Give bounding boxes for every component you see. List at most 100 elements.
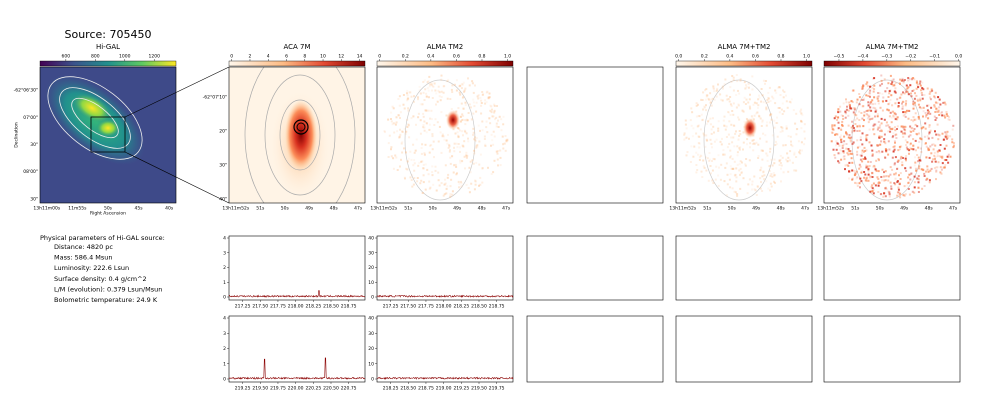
noise [923, 94, 926, 96]
noise [943, 114, 946, 117]
noise [760, 100, 763, 103]
noise [422, 126, 424, 129]
noise [454, 163, 457, 166]
noise [873, 77, 876, 80]
noise [779, 158, 782, 161]
noise [896, 191, 899, 194]
noise [748, 178, 751, 181]
colorbar-tick-label: −0.1 [929, 54, 940, 60]
noise [869, 176, 872, 179]
noise [867, 173, 870, 176]
noise [732, 168, 735, 170]
noise [919, 97, 921, 100]
noise [947, 118, 950, 121]
noise [709, 165, 712, 167]
noise [717, 83, 719, 86]
noise [890, 116, 893, 119]
noise [880, 117, 883, 120]
noise [921, 94, 924, 96]
noise [838, 161, 841, 164]
noise [449, 98, 452, 100]
noise [473, 138, 476, 141]
noise [903, 111, 906, 113]
noise [898, 97, 901, 99]
noise [463, 155, 466, 158]
noise [932, 143, 935, 146]
noise [712, 86, 715, 89]
noise [902, 91, 904, 94]
noise [905, 146, 908, 149]
noise [909, 125, 912, 128]
noise [873, 164, 876, 167]
colorbar-tick-label: 0.8 [478, 54, 485, 60]
noise [890, 94, 893, 97]
noise [937, 154, 940, 157]
noise [878, 159, 880, 162]
noise [856, 117, 859, 120]
noise [449, 149, 451, 151]
noise [881, 100, 884, 103]
noise [764, 134, 767, 137]
noise [462, 107, 465, 110]
noise [885, 175, 888, 177]
noise [893, 90, 896, 93]
noise [859, 136, 862, 139]
noise [854, 119, 857, 122]
noise [728, 178, 731, 181]
noise [754, 189, 757, 192]
noise [843, 135, 846, 138]
noise [465, 151, 468, 154]
noise [929, 145, 932, 148]
noise [478, 184, 480, 187]
noise [755, 112, 758, 115]
noise [730, 155, 732, 157]
noise [743, 96, 746, 99]
noise [949, 135, 952, 138]
noise [851, 169, 854, 172]
noise [425, 109, 428, 112]
noise [484, 143, 487, 146]
noise [474, 138, 477, 141]
noise [946, 134, 949, 137]
noise [891, 127, 894, 129]
noise [761, 94, 764, 97]
noise [787, 170, 790, 173]
noise [388, 134, 391, 137]
x-tick-label: 48s [330, 206, 339, 212]
noise [793, 169, 796, 172]
noise [406, 94, 409, 97]
noise [782, 144, 785, 147]
noise [751, 183, 754, 186]
noise [856, 150, 859, 153]
noise [488, 96, 491, 99]
noise [949, 155, 952, 158]
noise [425, 95, 428, 98]
noise [460, 102, 463, 105]
noise [871, 172, 874, 175]
noise [748, 105, 751, 108]
noise [500, 129, 503, 132]
noise [917, 191, 920, 193]
noise [751, 139, 754, 142]
noise [852, 89, 855, 92]
noise [424, 188, 427, 191]
noise [720, 98, 723, 101]
noise [920, 168, 923, 171]
noise [915, 80, 918, 83]
noise [774, 181, 776, 184]
noise [852, 124, 854, 127]
noise [838, 144, 841, 147]
noise [458, 91, 461, 94]
noise [894, 129, 897, 132]
noise [686, 151, 689, 154]
noise [399, 165, 401, 168]
noise [475, 137, 478, 139]
noise [924, 112, 927, 114]
noise [421, 103, 424, 106]
noise [889, 74, 892, 77]
noise [721, 85, 724, 88]
noise [766, 159, 769, 162]
noise [877, 182, 880, 185]
noise [775, 140, 777, 143]
noise [422, 181, 425, 184]
